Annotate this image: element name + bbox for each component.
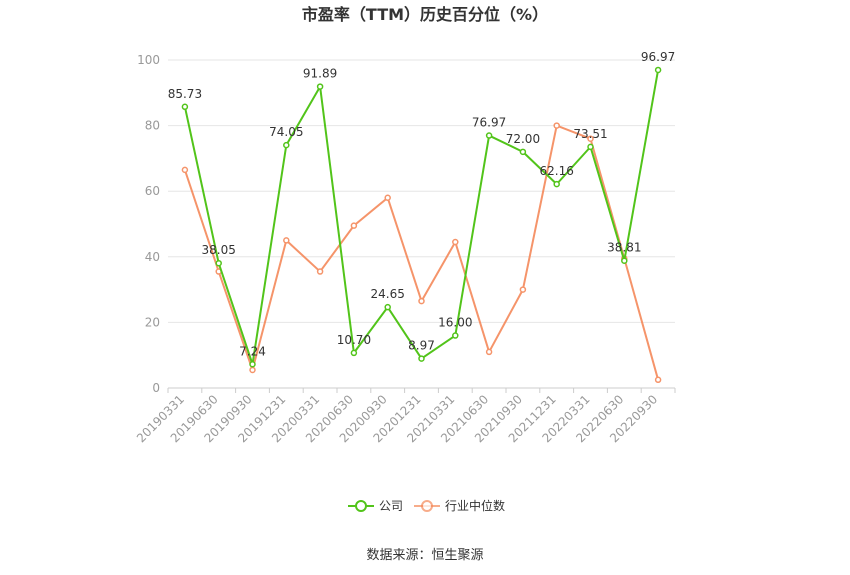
data-point [587,143,594,151]
data-point [452,332,459,339]
data-label: 85.73 [168,87,202,101]
data-point [519,148,527,156]
series-industry-median [181,122,662,384]
data-point [485,348,493,356]
y-tick-label: 20 [145,315,160,329]
data-label: 8.97 [408,339,435,353]
legend-label-company: 公司 [379,499,403,513]
legend-item-company[interactable]: 公司 [348,499,403,513]
data-point [418,355,425,362]
data-label: 76.97 [472,116,506,130]
data-point [249,361,256,368]
source-note: 数据来源：恒生聚源 [366,548,483,563]
data-label: 7.24 [239,344,266,358]
y-tick-label: 60 [145,184,160,198]
data-point [181,103,189,111]
data-labels: 85.73 38.05 7.24 74.05 91.89 10.70 24.65 8.9716… [168,50,676,358]
data-label: 91.89 [303,67,337,81]
y-tick-label: 40 [145,250,160,264]
data-label: 96.97 [641,50,675,64]
data-point [384,194,391,202]
data-point [350,222,358,229]
data-point [654,66,662,74]
data-point [418,297,425,305]
data-label: 72.00 [506,132,540,146]
y-tick-label: 0 [152,381,160,395]
data-point [181,166,189,174]
y-tick-label: 100 [137,53,160,67]
data-label: 74.05 [269,125,303,139]
series-layer [181,66,662,384]
data-label: 38.81 [607,241,641,255]
data-point [587,135,594,142]
data-point [316,268,324,275]
data-label: 62.16 [540,164,574,178]
y-axis: 0 20 40 60 80 100 [137,53,160,395]
series-line [183,69,660,366]
data-point [452,238,459,246]
data-label: 38.05 [202,243,236,257]
legend-item-industry-median[interactable]: 行业中位数 [414,498,505,513]
data-point [283,237,290,244]
grid [168,59,675,323]
data-label: 10.70 [337,333,371,347]
data-point [384,303,391,311]
data-point [553,122,560,129]
data-point [283,141,290,149]
data-point [316,83,324,90]
legend[interactable]: 公司 行业中位数 [348,498,505,513]
data-point [249,366,256,374]
x-axis: 2019033120190630201909302019123120200331… [134,387,676,445]
data-point [215,259,222,267]
chart-title: 市盈率（TTM）历史百分位（%） [302,5,548,24]
data-label: 16.00 [438,316,472,330]
legend-label-industry-median: 行业中位数 [445,498,505,513]
data-label: 24.65 [371,287,405,301]
series-company [181,66,662,368]
data-point [350,349,358,357]
data-label: 73.51 [573,127,607,141]
y-tick-label: 80 [145,119,160,133]
data-point [654,376,662,384]
data-point [621,257,628,264]
data-point [519,286,527,293]
data-point [553,180,560,188]
data-point [485,132,493,139]
